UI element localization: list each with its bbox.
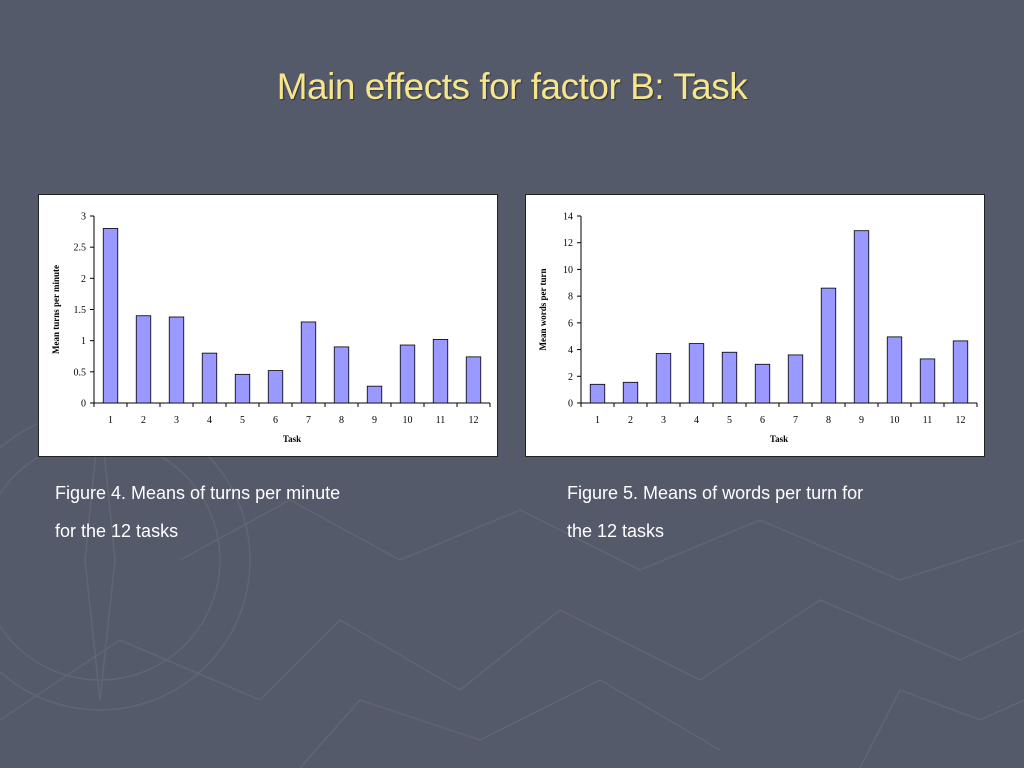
y-tick-label: 14	[563, 212, 573, 223]
bar-task-1	[589, 383, 606, 404]
bar-task-3	[168, 316, 185, 404]
y-tick-label: 2.5	[74, 243, 87, 254]
x-tick-label: 1	[108, 415, 113, 426]
slide-title: Main effects for factor B: Task	[276, 66, 748, 107]
bar-task-3	[655, 353, 672, 404]
bar-task-10	[399, 344, 416, 404]
y-tick-label: 1.5	[74, 305, 87, 316]
x-tick-label: 11	[436, 415, 446, 426]
bar-task-8	[333, 346, 350, 404]
bar-task-2	[135, 315, 152, 404]
y-tick-label: 1	[81, 336, 86, 347]
bar-task-5	[721, 351, 738, 404]
x-tick-label: 2	[628, 415, 633, 426]
bar-task-11	[432, 339, 449, 404]
bar-task-6	[754, 363, 771, 404]
figure-5-caption-line-1: Figure 5. Means of words per turn for	[567, 483, 864, 503]
bar-task-2	[622, 381, 639, 404]
y-tick-label: 6	[568, 318, 573, 329]
words-per-turn-chart: 0 2 4 6 8 10 12 14 1 2 3 4 5 6 7 8 9 10 11 12 Task Mean words…	[525, 194, 985, 457]
x-tick-label: 5	[240, 415, 245, 426]
x-tick-label: 1	[595, 415, 600, 426]
x-tick-label: 5	[727, 415, 732, 426]
x-tick-label: 12	[956, 415, 966, 426]
x-tick-label: 12	[469, 415, 479, 426]
y-tick-label: 0	[81, 399, 86, 410]
x-tick-label: 2	[141, 415, 146, 426]
bar-task-9	[366, 385, 383, 404]
bar-task-10	[886, 336, 903, 404]
x-tick-label: 11	[923, 415, 933, 426]
x-tick-label: 3	[174, 415, 179, 426]
x-tick-label: 10	[403, 415, 413, 426]
y-tick-label: 10	[563, 265, 573, 276]
x-tick-label: 4	[207, 415, 212, 426]
bar-task-5	[234, 373, 251, 404]
bar-task-4	[201, 352, 218, 404]
bar-task-7	[787, 354, 804, 404]
bar-task-9	[853, 230, 870, 404]
y-tick-label: 0.5	[74, 367, 87, 378]
y-tick-label: 8	[568, 292, 573, 303]
y-tick-label: 2	[81, 274, 86, 285]
bar-task-4	[688, 343, 705, 404]
x-tick-label: 4	[694, 415, 699, 426]
bar-task-12	[952, 340, 969, 404]
x-tick-label: 8	[339, 415, 344, 426]
figure-4-caption-line-2: for the 12 tasks	[55, 521, 179, 541]
x-axis-title: Task	[770, 434, 788, 444]
bar-task-6	[267, 370, 284, 404]
y-tick-label: 4	[568, 345, 573, 356]
figure-5-caption: Figure 5. Means of words per turn for th…	[567, 474, 967, 550]
bar-task-12	[465, 356, 482, 404]
turns-per-minute-chart: 0 0.5 1 1.5 2 2.5 3 1 2 3 4 5 6 7 8 9 10 11 12 Task Mean tur…	[38, 194, 498, 457]
figure-5-caption-line-2: the 12 tasks	[567, 521, 665, 541]
x-tick-label: 10	[890, 415, 900, 426]
x-tick-label: 8	[826, 415, 831, 426]
y-tick-label: 12	[563, 238, 573, 249]
bar-task-8	[820, 287, 837, 404]
x-tick-label: 7	[306, 415, 311, 426]
x-axis-title: Task	[283, 434, 301, 444]
y-axis-title: Mean words per turn	[538, 268, 548, 350]
figure-4-caption-line-1: Figure 4. Means of turns per minute	[55, 483, 341, 503]
y-tick-label: 3	[81, 212, 86, 223]
figure-4-caption: Figure 4. Means of turns per minute for …	[55, 474, 455, 550]
bar-task-7	[300, 321, 317, 404]
x-tick-label: 7	[793, 415, 798, 426]
x-tick-label: 6	[760, 415, 765, 426]
y-axis-title: Mean turns per minute	[51, 265, 61, 354]
y-tick-label: 0	[568, 399, 573, 410]
bar-task-1	[102, 228, 119, 404]
x-tick-label: 6	[273, 415, 278, 426]
y-tick-label: 2	[568, 372, 573, 383]
x-tick-label: 9	[859, 415, 864, 426]
bar-task-11	[919, 358, 936, 404]
x-tick-label: 3	[661, 415, 666, 426]
x-tick-label: 9	[372, 415, 377, 426]
